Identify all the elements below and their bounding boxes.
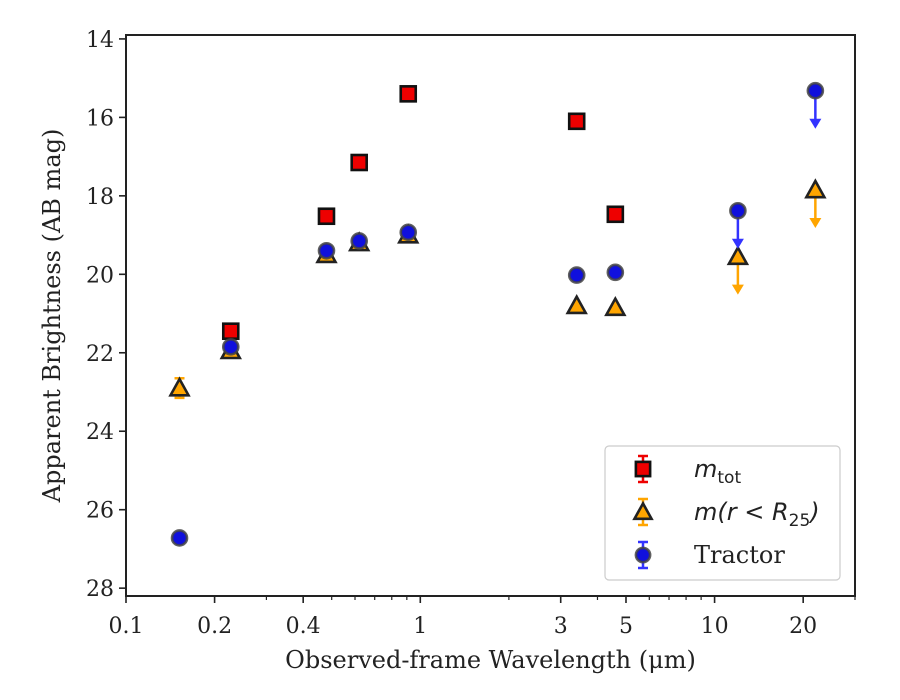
- data-point-square: [399, 85, 418, 103]
- data-point-square: [350, 153, 368, 172]
- data-point-circle: [317, 241, 336, 260]
- legend: mtot m(r < R25) Tractor: [604, 445, 841, 581]
- y-tick-label: 28: [86, 577, 114, 602]
- x-axis-label: Observed-frame Wavelength (μm): [285, 646, 696, 674]
- y-axis-label: Apparent Brightness (AB mag): [38, 129, 66, 504]
- data-point-triangle: [565, 294, 588, 315]
- x-tick-label: 0.1: [109, 614, 144, 639]
- legend-label: mtot: [694, 455, 741, 488]
- y-tick-label: 24: [86, 420, 114, 445]
- data-point-circle: [806, 81, 825, 129]
- data-point-circle: [606, 263, 625, 282]
- legend-box: [604, 445, 841, 581]
- data-point-circle: [350, 232, 368, 250]
- x-tick-label: 5: [619, 614, 633, 639]
- x-tick-label: 0.2: [197, 614, 232, 639]
- y-tick-label: 22: [86, 342, 114, 367]
- x-tick-label: 10: [701, 614, 729, 639]
- data-points: [168, 81, 827, 547]
- legend-label: Tractor: [694, 541, 785, 569]
- legend-item: mtot: [634, 454, 741, 488]
- x-tick-label: 1: [413, 614, 427, 639]
- data-point-circle: [567, 266, 586, 284]
- data-point-square: [606, 205, 625, 224]
- data-point-circle: [399, 223, 418, 242]
- data-point-circle: [729, 201, 747, 249]
- axes: 0.1 0.2 0.4 1 3 5 10 20 14 16 18 20 22 24 26 28 Observed…: [38, 28, 856, 674]
- data-point-circle: [170, 529, 189, 547]
- data-point-circle: [221, 338, 240, 356]
- x-tick-label: 20: [789, 614, 817, 639]
- plot-frame: [125, 34, 856, 597]
- data-point-square: [221, 322, 240, 340]
- data-point-triangle: [168, 376, 191, 400]
- data-point-square: [317, 207, 336, 226]
- legend-item: Tractor: [634, 540, 785, 570]
- y-tick-label: 18: [86, 185, 114, 210]
- legend-label: m(r < R25): [694, 498, 820, 531]
- y-tick-label: 14: [86, 28, 114, 53]
- y-tick-label: 20: [86, 263, 114, 288]
- y-tick-label: 16: [86, 106, 114, 131]
- y-tick-label: 26: [86, 499, 114, 524]
- data-point-triangle: [604, 295, 627, 317]
- data-point-triangle: [726, 244, 750, 295]
- data-point-triangle: [804, 178, 827, 228]
- x-tick-label: 3: [554, 614, 568, 639]
- x-tick-label: 0.4: [286, 614, 321, 639]
- legend-item: m(r < R25): [632, 497, 820, 531]
- data-point-square: [567, 112, 586, 131]
